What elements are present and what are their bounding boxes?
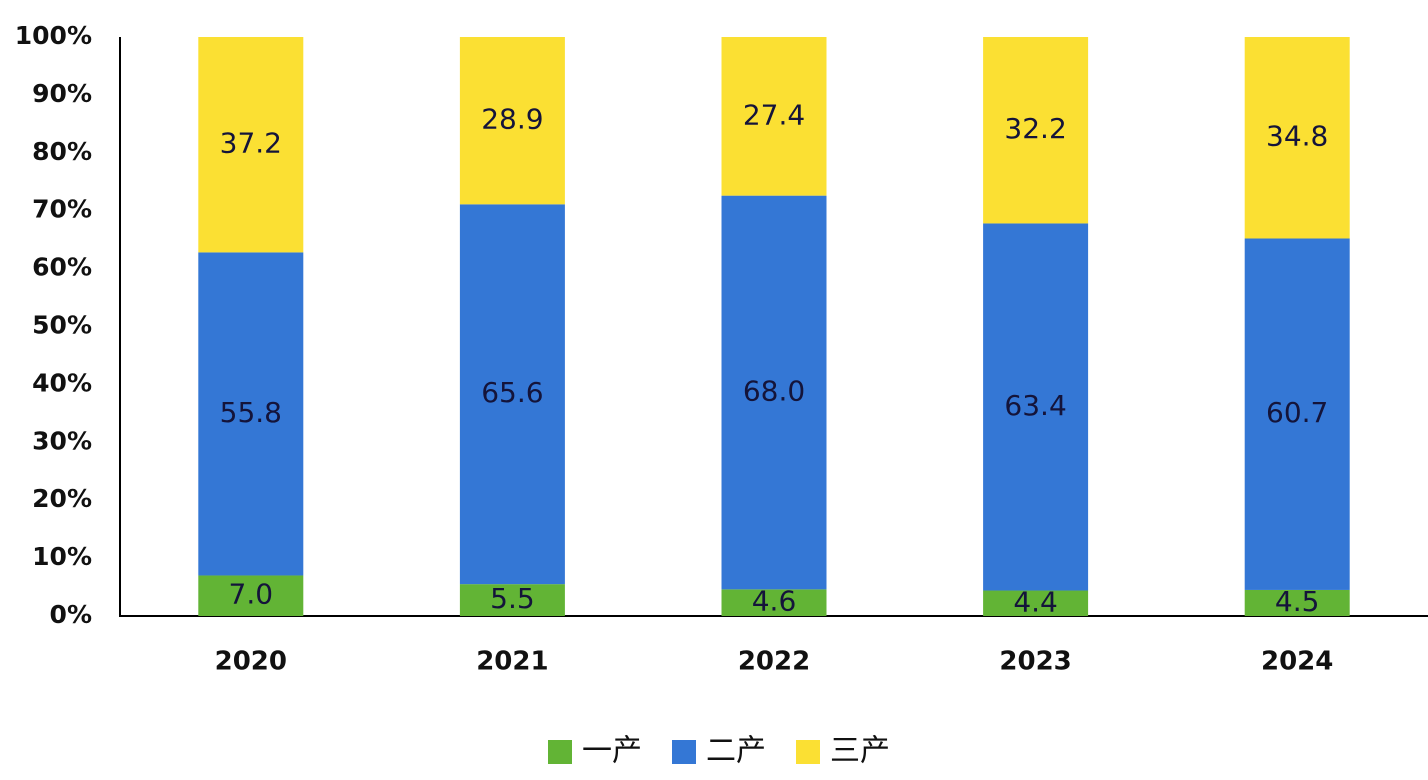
legend-label: 三产 bbox=[830, 734, 890, 769]
data-label: 65.6 bbox=[481, 376, 543, 409]
legend-label: 一产 bbox=[582, 734, 642, 769]
y-tick-label: 20% bbox=[32, 484, 92, 513]
x-tick-label: 2020 bbox=[215, 647, 287, 677]
y-tick-label: 90% bbox=[32, 79, 92, 108]
bar-segment bbox=[198, 575, 304, 616]
bar-segment bbox=[983, 590, 1089, 616]
y-tick-label: 10% bbox=[32, 542, 92, 571]
bar-segment bbox=[983, 37, 1089, 224]
bar-segment bbox=[721, 37, 827, 196]
data-label: 4.4 bbox=[1013, 585, 1058, 618]
bar-segment bbox=[721, 195, 827, 590]
bar-segment bbox=[1244, 238, 1350, 590]
y-tick-label: 60% bbox=[32, 253, 92, 282]
y-tick-label: 100% bbox=[15, 21, 92, 50]
data-label: 37.2 bbox=[220, 127, 282, 160]
data-label: 28.9 bbox=[481, 103, 543, 136]
data-label: 5.5 bbox=[490, 582, 535, 615]
bar-segment bbox=[721, 589, 827, 616]
y-tick-label: 0% bbox=[50, 600, 92, 629]
y-tick-label: 70% bbox=[32, 195, 92, 224]
data-label: 55.8 bbox=[220, 396, 282, 429]
data-label: 34.8 bbox=[1266, 120, 1328, 153]
bar-segment bbox=[1244, 589, 1350, 616]
x-tick-label: 2021 bbox=[476, 647, 548, 677]
y-tick-label: 50% bbox=[32, 311, 92, 340]
data-label: 27.4 bbox=[743, 98, 805, 131]
y-tick-label: 80% bbox=[32, 137, 92, 166]
x-tick-label: 2022 bbox=[738, 647, 810, 677]
data-label: 32.2 bbox=[1004, 112, 1066, 145]
data-label: 7.0 bbox=[229, 578, 274, 611]
y-tick-label: 40% bbox=[32, 368, 92, 397]
bar-segment bbox=[198, 37, 304, 253]
legend-swatch bbox=[796, 740, 820, 764]
bar-segment bbox=[459, 37, 565, 205]
y-tick-label: 30% bbox=[32, 426, 92, 455]
data-label: 68.0 bbox=[743, 375, 805, 408]
data-label: 60.7 bbox=[1266, 396, 1328, 429]
data-label: 63.4 bbox=[1004, 389, 1066, 422]
data-label: 4.6 bbox=[752, 585, 797, 618]
bar-segment bbox=[459, 204, 565, 585]
legend-swatch bbox=[672, 740, 696, 764]
bar-segment bbox=[983, 223, 1089, 591]
legend-swatch bbox=[548, 740, 572, 764]
x-tick-label: 2024 bbox=[1261, 647, 1333, 677]
data-label: 4.5 bbox=[1275, 585, 1320, 618]
x-tick-label: 2023 bbox=[999, 647, 1071, 677]
legend-label: 二产 bbox=[706, 734, 766, 769]
bar-segment bbox=[198, 252, 304, 576]
bar-segment bbox=[1244, 37, 1350, 239]
bar-segment bbox=[459, 584, 565, 616]
